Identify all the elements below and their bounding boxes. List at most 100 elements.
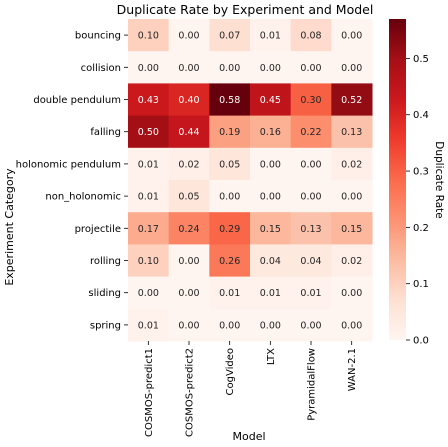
heatmap-cell: [209, 180, 251, 213]
cell-value-label: 0.05: [178, 192, 199, 203]
heatmap-cell: [209, 308, 251, 342]
cell-value-label: 0.40: [178, 95, 199, 106]
cell-value-label: 0.26: [219, 256, 240, 267]
heatmap-cell: [128, 147, 170, 181]
cell-value-label: 0.00: [178, 320, 199, 331]
heatmap-cell: [168, 147, 210, 181]
cell-value-label: 0.52: [341, 95, 362, 106]
colorbar-tick-label: 0.4: [413, 110, 429, 121]
heatmap-cell: [290, 19, 332, 52]
cell-value-label: 0.44: [178, 127, 199, 138]
heatmap-cell: [128, 19, 170, 52]
row-tick-label: sliding: [88, 288, 121, 299]
cell-value-label: 0.22: [300, 127, 321, 138]
heatmap-cell: [331, 83, 373, 117]
heatmap-cell: [128, 244, 170, 278]
cell-value-label: 0.01: [300, 288, 321, 299]
column-tick-label: CogVideo: [225, 348, 236, 395]
row-tick-label: non_holonomic: [45, 192, 121, 203]
heatmap-cell: [250, 308, 292, 342]
heatmap-cells: 0.10 0.00 0.07 0.01 0.08 0.00 0.00 0.00 0.00 0.00…: [128, 19, 373, 342]
heatmap-cell: [250, 147, 292, 181]
cell-value-label: 0.00: [260, 192, 281, 203]
row-tick-label: double pendulum: [33, 95, 121, 106]
cell-value-label: 0.00: [341, 320, 362, 331]
row-tick-label: projectile: [75, 224, 121, 235]
cell-value-label: 0.00: [138, 63, 159, 74]
heatmap-cell: [250, 212, 292, 245]
cell-value-label: 0.08: [300, 31, 321, 42]
heatmap-cell: [331, 212, 373, 245]
row-tick-label: spring: [90, 320, 121, 331]
cell-value-label: 0.45: [260, 95, 281, 106]
cell-value-label: 0.00: [219, 192, 240, 203]
row-tick-label: collision: [81, 63, 121, 74]
cell-value-label: 0.00: [219, 63, 240, 74]
heatmap-cell: [331, 308, 373, 342]
cell-value-label: 0.00: [260, 63, 281, 74]
heatmap-cell: [250, 180, 292, 213]
heatmap-cell: [290, 147, 332, 181]
cell-value-label: 0.29: [219, 224, 240, 235]
cell-value-label: 0.00: [341, 31, 362, 42]
heatmap-cell: [290, 180, 332, 213]
y-axis-label: Experiment Category: [3, 168, 16, 286]
chart-title: Duplicate Rate by Experiment and Model: [117, 2, 374, 17]
cell-value-label: 0.01: [138, 192, 159, 203]
cell-value-label: 0.00: [178, 256, 199, 267]
cell-value-label: 0.00: [300, 320, 321, 331]
heatmap-cell: [168, 308, 210, 342]
heatmap-cell: [168, 180, 210, 213]
heatmap-cell: [128, 180, 170, 213]
heatmap-cell: [128, 83, 170, 117]
colorbar-tick-label: 0.2: [413, 223, 429, 234]
colorbar-tick-label: 0.1: [413, 279, 429, 290]
cell-value-label: 0.13: [300, 224, 321, 235]
x-axis-label: Model: [232, 430, 265, 443]
heatmap-cell: [168, 19, 210, 52]
heatmap-cell: [168, 83, 210, 117]
heatmap-cell: [168, 244, 210, 278]
cell-value-label: 0.00: [341, 192, 362, 203]
row-labels: bouncing collision double pendulum falling h…: [16, 31, 128, 331]
heatmap-cell: [331, 180, 373, 213]
heatmap-cell: [290, 51, 332, 84]
cell-value-label: 0.00: [178, 31, 199, 42]
row-tick-label: bouncing: [75, 31, 121, 42]
heatmap-cell: [250, 244, 292, 278]
cell-value-label: 0.00: [178, 63, 199, 74]
cell-value-label: 0.01: [260, 31, 281, 42]
cell-value-label: 0.00: [300, 63, 321, 74]
heatmap-cell: [331, 244, 373, 278]
heatmap-cell: [209, 51, 251, 84]
cell-value-label: 0.01: [219, 288, 240, 299]
cell-value-label: 0.00: [341, 63, 362, 74]
heatmap-cell: [290, 244, 332, 278]
heatmap-cell: [209, 115, 251, 149]
heatmap-cell: [209, 212, 251, 245]
heatmap-cell: [290, 308, 332, 342]
heatmap-cell: [290, 212, 332, 245]
heatmap-cell: [331, 147, 373, 181]
heatmap-cell: [168, 276, 210, 310]
cell-value-label: 0.19: [219, 127, 240, 138]
column-tick-label: WAN-2.1: [347, 348, 358, 391]
row-tick-label: holonomic pendulum: [16, 159, 121, 170]
cell-value-label: 0.02: [178, 159, 199, 170]
heatmap-cell: [128, 51, 170, 84]
colorbar: 0.0 0.1 0.2 0.3 0.4 0.5: [389, 19, 429, 347]
cell-value-label: 0.00: [300, 159, 321, 170]
heatmap-cell: [168, 212, 210, 245]
heatmap-cell: [331, 51, 373, 84]
heatmap-cell: [128, 308, 170, 342]
cell-value-label: 0.00: [138, 288, 159, 299]
heatmap-cell: [331, 115, 373, 149]
heatmap-cell: [209, 19, 251, 52]
heatmap-cell: [290, 115, 332, 149]
column-tick-label: LTX: [266, 348, 277, 365]
row-tick-label: falling: [90, 127, 121, 138]
heatmap-cell: [209, 244, 251, 278]
cell-value-label: 0.07: [219, 31, 240, 42]
heatmap-cell: [128, 276, 170, 310]
cell-value-label: 0.15: [341, 224, 362, 235]
